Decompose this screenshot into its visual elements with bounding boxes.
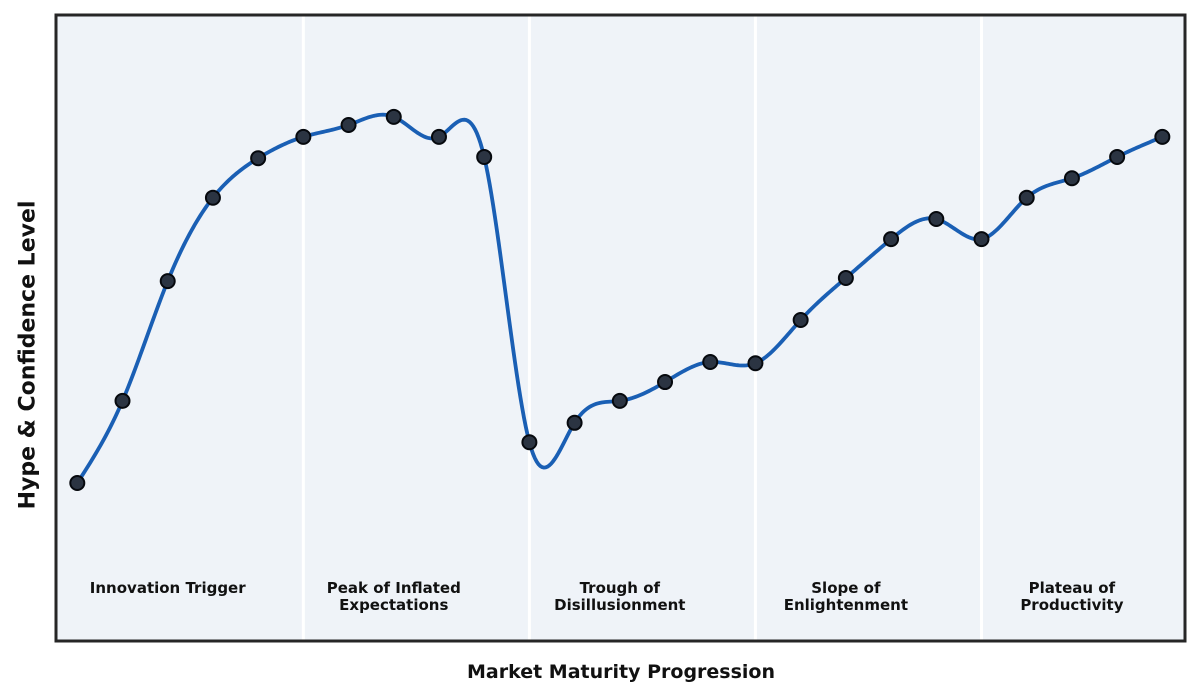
data-point (611, 392, 628, 409)
data-point (69, 475, 86, 491)
data-point (204, 189, 221, 206)
data-point (702, 353, 719, 370)
data-point (883, 231, 900, 248)
data-point (1154, 128, 1171, 145)
phase-label-slope-of-enlightenment: Slope of Enlightenment (783, 579, 909, 614)
data-point (973, 231, 990, 248)
data-point (114, 392, 131, 409)
phase-dividers (301, 16, 983, 640)
data-point (566, 414, 583, 431)
data-point (928, 211, 945, 228)
data-point (1109, 148, 1126, 165)
data-point (792, 311, 809, 328)
phase-label-trough-of-disillusionment: Trough of Disillusionment (554, 579, 686, 614)
plot-frame (54, 13, 1187, 643)
data-point (250, 150, 267, 167)
plot-area (56, 15, 1185, 641)
phase-label-innovation-trigger: Innovation Trigger (89, 579, 246, 597)
data-point (837, 269, 854, 286)
data-point (385, 108, 402, 125)
phase-label-plateau-of-productivity: Plateau of Productivity (1020, 579, 1124, 614)
y-axis-label: Hype & Confidence Level (15, 200, 41, 510)
data-point (1063, 170, 1080, 187)
data-point (747, 355, 764, 372)
x-axis-label: Market Maturity Progression (466, 661, 776, 683)
data-point (476, 148, 493, 165)
data-point (1018, 189, 1035, 206)
data-point (340, 116, 357, 133)
data-point (657, 374, 674, 391)
data-point (159, 273, 176, 290)
data-point (521, 434, 538, 451)
phase-label-peak-of-inflated-expectations: Peak of Inflated Expectations (326, 579, 461, 614)
data-point (295, 128, 312, 145)
data-point (430, 128, 447, 145)
data-points (69, 108, 1171, 491)
